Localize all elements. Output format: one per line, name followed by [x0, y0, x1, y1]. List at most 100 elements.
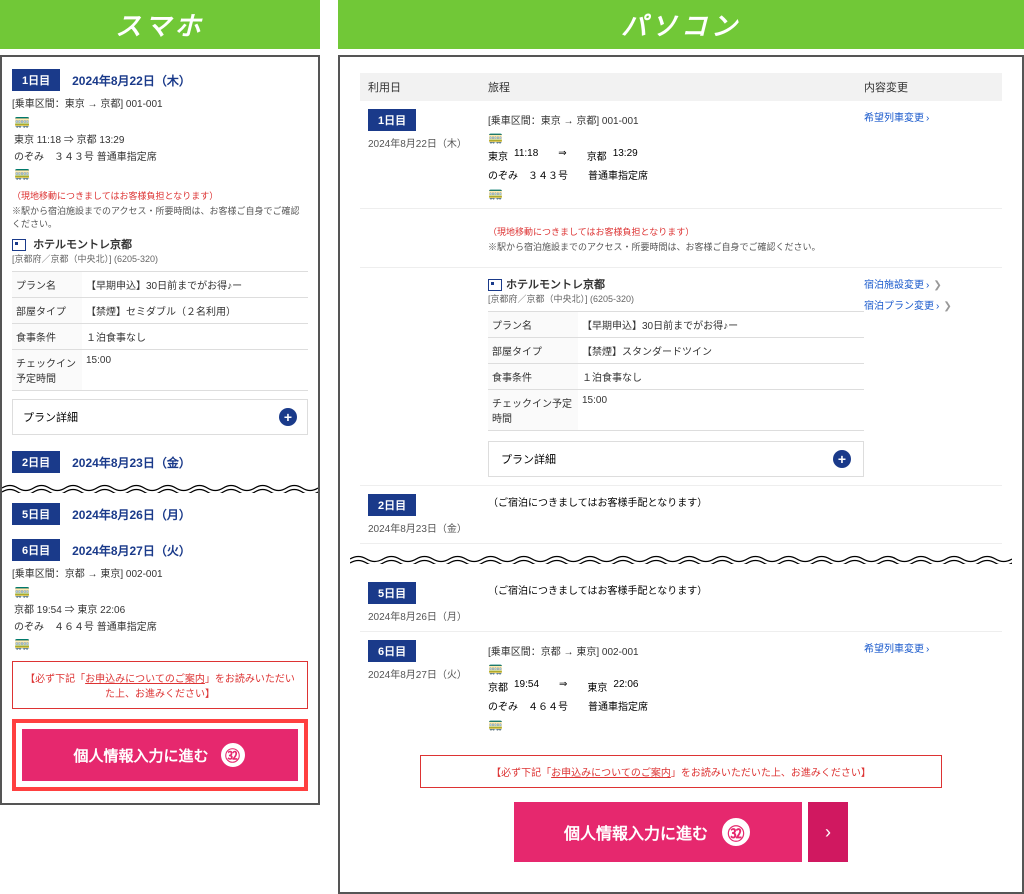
- d-notice-box: 【必ず下記「お申込みについてのご案内」をお読みいただいた上、お進みください】: [420, 755, 942, 788]
- mobile-column: スマホ 1日目 2024年8月22日（木） [乗車区間：東京 → 京都] 001…: [0, 0, 320, 894]
- d-day1-route: [乗車区間：東京 → 京都] 001-001: [488, 112, 864, 127]
- plus-icon: +: [279, 408, 297, 426]
- wave-divider: [350, 554, 1012, 564]
- plan-detail-label: プラン詳細: [23, 409, 78, 425]
- application-guide-link[interactable]: お申込みについてのご案内: [85, 674, 205, 685]
- day5-badge: 5日目: [12, 503, 60, 525]
- d-day5-note: （ご宿泊につきましてはお客様手配となります）: [488, 586, 707, 597]
- kv-val: 15:00: [82, 350, 308, 390]
- cta-highlight: 個人情報入力に進む ㉜: [12, 719, 308, 791]
- day6-date: 2024年8月27日（火）: [72, 542, 191, 559]
- d-notice-sub: ※駅から宿泊施設までのアクセス・所要時間は、お客様ご自身でご確認ください。: [488, 240, 864, 253]
- d-day2-badge: 2日目: [368, 494, 416, 516]
- step-badge: ㉜: [219, 741, 247, 769]
- d-day2-note: （ご宿泊につきましてはお客様手配となります）: [488, 498, 707, 509]
- chevron-right-icon: ›: [808, 802, 848, 862]
- kv-val: 【禁煙】スタンダードツイン: [578, 338, 864, 363]
- proceed-button[interactable]: 個人情報入力に進む ㉜: [22, 729, 298, 781]
- d-day5-badge: 5日目: [368, 582, 416, 604]
- kv-val: 【禁煙】セミダブル（２名利用）: [82, 298, 308, 323]
- kv-key: 食事条件: [12, 324, 82, 349]
- hotel-kv-table: プラン名【早期申込】30日前までがお得♪ー 部屋タイプ【禁煙】セミダブル（２名利…: [12, 271, 308, 391]
- day6-train: のぞみ ４６４号 普通車指定席: [12, 618, 308, 633]
- desktop-header: パソコン: [338, 0, 1024, 49]
- kv-val: １泊食事なし: [82, 324, 308, 349]
- train-icon: 🚃: [14, 583, 30, 598]
- kv-val: 15:00: [578, 390, 864, 430]
- desktop-column: パソコン 利用日 旅程 内容変更 1日目 2024年8月22日（木） [乗車区間…: [338, 0, 1024, 894]
- plan-detail-label: プラン詳細: [501, 451, 556, 467]
- d-day1-badge: 1日目: [368, 109, 416, 131]
- day2-badge: 2日目: [12, 451, 60, 473]
- kv-key: チェックイン予定時間: [12, 350, 82, 390]
- step-badge: ㉜: [720, 816, 752, 848]
- hotel-row: ホテルモントレ京都 [京都府／京都（中央北）] (6205-320) プラン名【…: [360, 268, 1002, 486]
- hotel-icon: [488, 279, 502, 291]
- d-day6-badge: 6日目: [368, 640, 416, 662]
- train-icon: 🚃: [488, 186, 864, 200]
- day5-date: 2024年8月26日（月）: [72, 506, 191, 523]
- train-icon: 🚃: [14, 635, 30, 650]
- plus-icon: +: [833, 450, 851, 468]
- hotel-name: ホテルモントレ京都: [33, 239, 132, 251]
- mobile-header: スマホ: [0, 0, 320, 49]
- th-itinerary: 旅程: [488, 79, 864, 95]
- transfer-notice: （現地移動につきましてはお客様負担となります）: [12, 189, 308, 202]
- kv-key: チェックイン予定時間: [488, 390, 578, 430]
- kv-val: 【早期申込】30日前までがお得♪ー: [82, 272, 308, 297]
- d-day2-date: 2024年8月23日（金）: [368, 520, 488, 535]
- kv-val: 【早期申込】30日前までがお得♪ー: [578, 312, 864, 337]
- change-hotel-link[interactable]: 宿泊施設変更›❯: [864, 276, 994, 291]
- d-day6-route: [乗車区間：京都 → 東京] 002-001: [488, 643, 864, 658]
- th-change: 内容変更: [864, 79, 994, 95]
- hotel-icon: [12, 239, 26, 251]
- day1-train: のぞみ ３４３号 普通車指定席: [12, 148, 308, 163]
- change-train-link[interactable]: 希望列車変更›: [864, 644, 929, 655]
- d-plan-detail-toggle[interactable]: プラン詳細 +: [488, 441, 864, 477]
- hotel-sub: [京都府／京都（中央北）] (6205-320): [12, 252, 308, 265]
- wave-divider: [2, 483, 318, 493]
- day1-route: [乗車区間：東京 → 京都] 001-001: [12, 95, 308, 110]
- d-proceed-button[interactable]: 個人情報入力に進む ㉜ ›: [514, 802, 848, 862]
- kv-key: プラン名: [488, 312, 578, 337]
- desktop-panel: 利用日 旅程 内容変更 1日目 2024年8月22日（木） [乗車区間：東京 →…: [338, 55, 1024, 894]
- change-train-link[interactable]: 希望列車変更›: [864, 113, 929, 124]
- table-header: 利用日 旅程 内容変更: [360, 73, 1002, 101]
- kv-key: 部屋タイプ: [488, 338, 578, 363]
- change-plan-link[interactable]: 宿泊プラン変更›❯: [864, 297, 994, 312]
- day6-route: [乗車区間：京都 → 東京] 002-001: [12, 565, 308, 580]
- cta-label: 個人情報入力に進む: [73, 745, 208, 766]
- day1-leg: 東京 11:18 ⇒ 京都 13:29: [12, 131, 308, 146]
- mobile-panel: 1日目 2024年8月22日（木） [乗車区間：東京 → 京都] 001-001…: [0, 55, 320, 805]
- day2-row: 2日目 2024年8月23日（金） （ご宿泊につきましてはお客様手配となります）: [360, 486, 1002, 544]
- day6-row: 6日目 2024年8月27日（火） [乗車区間：京都 → 東京] 002-001…: [360, 632, 1002, 739]
- train-icon: 🚃: [488, 661, 864, 675]
- d-day1-date: 2024年8月22日（木）: [368, 135, 488, 150]
- transfer-notice-sub: ※駅から宿泊施設までのアクセス・所要時間は、お客様ご自身でご確認ください。: [12, 204, 308, 230]
- day6-leg: 京都 19:54 ⇒ 東京 22:06: [12, 601, 308, 616]
- d-day5-date: 2024年8月26日（月）: [368, 608, 488, 623]
- day1-badge: 1日目: [12, 69, 60, 91]
- kv-val: １泊食事なし: [578, 364, 864, 389]
- day1-date: 2024年8月22日（木）: [72, 72, 191, 89]
- kv-key: プラン名: [12, 272, 82, 297]
- train-icon: 🚃: [488, 717, 864, 731]
- day6-badge: 6日目: [12, 539, 60, 561]
- th-date: 利用日: [368, 79, 488, 95]
- day5-row: 5日目 2024年8月26日（月） （ご宿泊につきましてはお客様手配となります）: [360, 574, 1002, 632]
- application-guide-link[interactable]: お申込みについてのご案内: [551, 768, 671, 779]
- day2-date: 2024年8月23日（金）: [72, 454, 191, 471]
- train-icon: 🚃: [14, 113, 30, 128]
- train-icon: 🚃: [488, 130, 864, 144]
- d-day6-date: 2024年8月27日（火）: [368, 666, 488, 681]
- cta-label: 個人情報入力に進む: [564, 820, 708, 844]
- d-notice: （現地移動につきましてはお客様負担となります）: [488, 225, 864, 238]
- plan-detail-toggle[interactable]: プラン詳細 +: [12, 399, 308, 435]
- d-hotel-name: ホテルモントレ京都: [506, 279, 605, 291]
- d-hotel-sub: [京都府／京都（中央北）] (6205-320): [488, 292, 864, 305]
- kv-key: 部屋タイプ: [12, 298, 82, 323]
- day1-row: 1日目 2024年8月22日（木） [乗車区間：東京 → 京都] 001-001…: [360, 101, 1002, 209]
- notice-row: （現地移動につきましてはお客様負担となります） ※駅から宿泊施設までのアクセス・…: [360, 209, 1002, 268]
- kv-key: 食事条件: [488, 364, 578, 389]
- train-icon: 🚃: [14, 165, 30, 180]
